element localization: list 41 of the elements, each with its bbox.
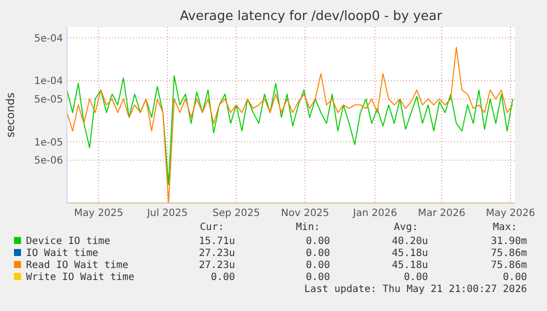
x-tick-label: Nov 2025 xyxy=(281,208,330,219)
chart-title: Average latency for /dev/loop0 - by year xyxy=(180,9,443,24)
legend-label: Device IO time xyxy=(26,236,110,247)
y-tick-label: 5e-06 xyxy=(34,156,63,167)
text: Min: xyxy=(296,222,320,233)
text: 40.20u xyxy=(392,236,428,247)
text: Max: xyxy=(492,222,517,233)
y-tick-label: 5e-04 xyxy=(34,33,63,44)
x-tick-label: Jul 2025 xyxy=(146,208,188,219)
text: 45.18u xyxy=(392,260,428,271)
text: 75.86m xyxy=(490,248,527,259)
text: 0.00 xyxy=(306,236,330,247)
y-tick-label: 1e-05 xyxy=(34,137,63,148)
legend-label: Write IO Wait time xyxy=(26,272,134,283)
line-series xyxy=(67,46,514,203)
legend-label: Read IO Wait time xyxy=(26,260,128,271)
text: 45.18u xyxy=(392,248,428,259)
text: 0.00 xyxy=(306,272,330,283)
x-tick-label: Jan 2026 xyxy=(352,208,398,219)
y-tick-label: 1e-04 xyxy=(34,76,63,88)
y-axis-title: seconds xyxy=(4,92,17,138)
text: 0.00 xyxy=(306,248,330,259)
text: 0.00 xyxy=(210,272,235,283)
text: 27.23u xyxy=(198,260,235,271)
x-tick-label: Sep 2025 xyxy=(212,208,260,219)
legend-label: IO Wait time xyxy=(26,248,98,259)
text: 31.90m xyxy=(490,236,527,247)
text: Avg: xyxy=(394,222,418,233)
x-tick-label: May 2026 xyxy=(486,208,536,219)
text: 0.00 xyxy=(306,260,330,271)
x-tick-label: May 2025 xyxy=(74,208,124,219)
x-tick-label: Mar 2026 xyxy=(418,208,466,219)
text: 27.23u xyxy=(198,248,235,259)
text: 0.00 xyxy=(404,272,428,283)
line-series xyxy=(67,75,514,186)
text: 15.71u xyxy=(198,236,235,247)
text: Last update: Thu May 21 21:00:27 2026 xyxy=(304,284,527,295)
text: 0.00 xyxy=(502,272,527,283)
text: 75.86m xyxy=(490,260,527,271)
text: Cur: xyxy=(200,222,224,233)
y-tick-label: 5e-05 xyxy=(34,94,63,106)
